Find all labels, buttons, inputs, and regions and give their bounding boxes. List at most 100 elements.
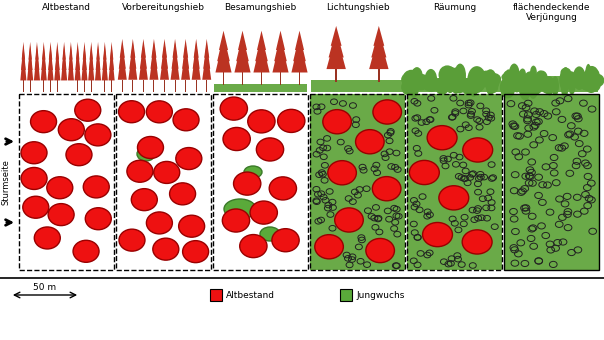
Ellipse shape — [520, 84, 532, 93]
Ellipse shape — [439, 186, 469, 210]
Bar — [310, 94, 405, 270]
Ellipse shape — [462, 230, 492, 254]
Bar — [196, 80, 197, 92]
Bar — [153, 80, 155, 92]
Ellipse shape — [425, 76, 439, 92]
Ellipse shape — [21, 168, 47, 189]
Polygon shape — [103, 45, 107, 70]
Ellipse shape — [568, 72, 576, 95]
Ellipse shape — [463, 138, 493, 162]
Polygon shape — [76, 45, 80, 70]
Ellipse shape — [315, 235, 343, 259]
Ellipse shape — [469, 78, 478, 97]
Bar — [260, 72, 263, 85]
Bar — [408, 78, 501, 92]
Polygon shape — [194, 39, 199, 58]
Polygon shape — [109, 49, 115, 81]
Text: 50 m: 50 m — [33, 283, 57, 291]
Polygon shape — [56, 42, 59, 60]
Polygon shape — [274, 34, 287, 61]
Polygon shape — [62, 45, 66, 70]
Ellipse shape — [477, 70, 497, 86]
Polygon shape — [68, 49, 74, 81]
Ellipse shape — [182, 241, 208, 262]
Ellipse shape — [223, 128, 250, 151]
Bar — [43, 81, 44, 92]
Ellipse shape — [73, 240, 99, 262]
Ellipse shape — [542, 84, 555, 93]
Ellipse shape — [137, 147, 155, 161]
Text: Besamungshieb: Besamungshieb — [224, 3, 297, 12]
Ellipse shape — [585, 67, 597, 79]
Polygon shape — [120, 39, 125, 58]
Bar — [504, 94, 599, 270]
Ellipse shape — [509, 64, 519, 86]
Ellipse shape — [484, 73, 501, 85]
Polygon shape — [373, 26, 384, 46]
Bar — [213, 94, 308, 270]
Bar — [378, 69, 380, 82]
Polygon shape — [238, 31, 247, 50]
Ellipse shape — [585, 64, 591, 85]
Ellipse shape — [435, 77, 449, 95]
Ellipse shape — [589, 73, 595, 86]
Ellipse shape — [486, 75, 495, 95]
Bar — [310, 94, 405, 270]
Ellipse shape — [372, 176, 401, 201]
Polygon shape — [150, 42, 158, 69]
Ellipse shape — [528, 75, 538, 99]
Ellipse shape — [31, 110, 57, 133]
Ellipse shape — [250, 201, 277, 224]
Ellipse shape — [467, 66, 486, 93]
Ellipse shape — [272, 229, 299, 252]
Bar — [504, 94, 599, 270]
Bar — [116, 94, 211, 270]
Polygon shape — [96, 42, 100, 60]
Bar — [122, 80, 123, 92]
Ellipse shape — [450, 68, 461, 94]
Polygon shape — [172, 42, 179, 69]
Ellipse shape — [519, 68, 526, 79]
Ellipse shape — [425, 69, 437, 92]
Polygon shape — [34, 45, 39, 70]
Polygon shape — [236, 34, 249, 61]
Ellipse shape — [47, 177, 73, 199]
Ellipse shape — [411, 67, 423, 87]
Ellipse shape — [583, 72, 599, 93]
Polygon shape — [140, 42, 147, 69]
Polygon shape — [219, 31, 228, 50]
Ellipse shape — [551, 76, 559, 96]
Bar — [57, 81, 58, 92]
Ellipse shape — [514, 77, 530, 85]
Ellipse shape — [561, 68, 571, 77]
Ellipse shape — [517, 70, 525, 94]
Polygon shape — [161, 42, 168, 69]
Ellipse shape — [573, 73, 588, 82]
Text: Altbestand: Altbestand — [42, 3, 91, 12]
Polygon shape — [149, 46, 158, 80]
Ellipse shape — [541, 76, 556, 94]
Ellipse shape — [173, 109, 199, 131]
Ellipse shape — [487, 73, 500, 90]
Polygon shape — [21, 45, 26, 70]
Ellipse shape — [585, 66, 598, 80]
Bar — [175, 80, 176, 92]
Ellipse shape — [519, 77, 532, 100]
Ellipse shape — [323, 109, 352, 134]
Bar — [143, 80, 144, 92]
Bar — [111, 81, 112, 92]
Bar — [298, 72, 300, 85]
Bar — [19, 94, 114, 270]
Ellipse shape — [244, 166, 262, 178]
Ellipse shape — [504, 69, 513, 87]
Polygon shape — [41, 45, 46, 70]
Ellipse shape — [545, 76, 554, 96]
Ellipse shape — [538, 71, 548, 88]
Polygon shape — [55, 45, 60, 70]
Ellipse shape — [525, 80, 533, 89]
Ellipse shape — [483, 76, 493, 87]
Polygon shape — [109, 45, 114, 70]
Text: Lichtungshieb: Lichtungshieb — [326, 3, 390, 12]
Bar — [132, 80, 133, 92]
Ellipse shape — [408, 71, 420, 98]
